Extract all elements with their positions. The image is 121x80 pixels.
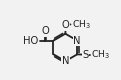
Text: O: O (62, 20, 70, 30)
Text: N: N (62, 56, 69, 66)
Text: O: O (41, 26, 49, 36)
Text: N: N (73, 36, 81, 46)
Text: S: S (82, 50, 88, 60)
Text: CH$_3$: CH$_3$ (91, 49, 110, 61)
Text: CH$_3$: CH$_3$ (72, 18, 91, 31)
Text: HO: HO (23, 36, 38, 46)
